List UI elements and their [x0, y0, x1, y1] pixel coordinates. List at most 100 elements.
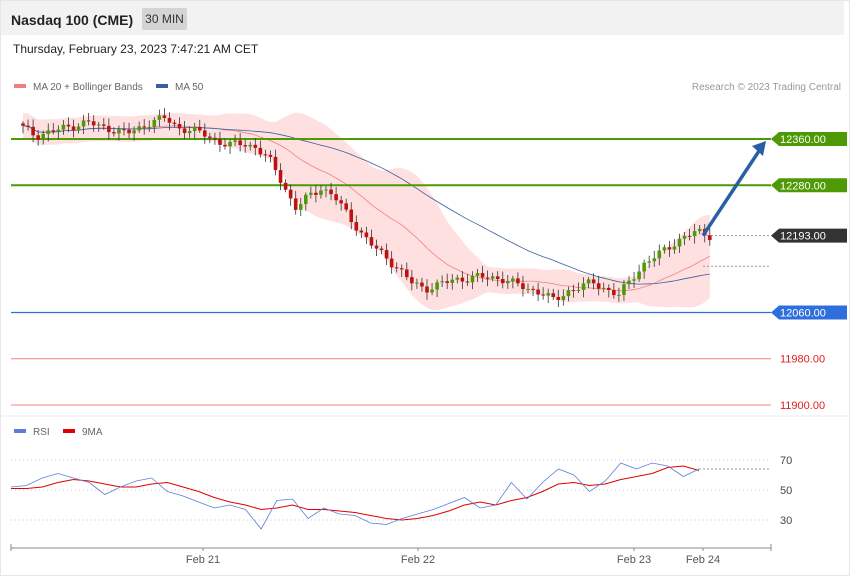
candle-body	[607, 287, 611, 290]
candle-body	[233, 140, 237, 142]
candle-body	[662, 247, 667, 251]
candle-body	[132, 130, 136, 134]
candle-body	[511, 278, 515, 282]
candle-body	[627, 280, 631, 285]
legend-ma50-swatch	[156, 84, 168, 88]
candle-body	[445, 281, 449, 283]
candle-body	[490, 276, 495, 279]
candle-body	[561, 296, 566, 300]
candle-body	[91, 121, 96, 126]
candle-body	[364, 232, 369, 238]
candle-body	[556, 296, 561, 300]
candle-body	[617, 294, 621, 296]
candle-body	[425, 286, 429, 293]
candle-body	[541, 294, 545, 296]
candle-body	[374, 245, 379, 249]
candle-body	[632, 279, 636, 281]
rsi-tick-70: 70	[780, 455, 792, 467]
candle-body	[708, 235, 712, 241]
candle-body	[450, 279, 455, 283]
candle-body	[187, 131, 192, 134]
candle-body	[324, 189, 328, 191]
candle-body	[157, 115, 162, 120]
candle-body	[81, 120, 86, 127]
candle-body	[667, 247, 672, 250]
candle-body	[223, 144, 227, 147]
candle-body	[622, 284, 626, 295]
candle-body	[526, 288, 530, 290]
candle-body	[546, 293, 550, 296]
legend-9ma-label: 9MA	[82, 427, 103, 438]
timeframe-button[interactable]: 30 MIN	[142, 8, 187, 30]
candle-body	[56, 129, 61, 132]
legend-rsi-label: RSI	[33, 427, 50, 438]
candle-body	[687, 235, 692, 237]
bollinger-band	[23, 112, 710, 311]
legend-9ma-swatch	[63, 429, 75, 433]
time-tick-label-3: Feb 24	[686, 554, 720, 566]
candle-body	[71, 126, 76, 131]
candle-body	[263, 154, 268, 156]
last-price-label: 12193.00	[780, 231, 826, 243]
candle-body	[672, 246, 677, 250]
candle-body	[652, 258, 657, 262]
candle-body	[465, 281, 470, 283]
candle-body	[339, 200, 343, 204]
level-label-12360.00: 12360.00	[780, 134, 826, 146]
legend-rsi-swatch	[14, 429, 26, 433]
candle-body	[596, 283, 601, 289]
candle-body	[521, 283, 525, 290]
candle-body	[314, 192, 318, 195]
candle-body	[354, 222, 359, 231]
candle-body	[566, 290, 571, 297]
candle-body	[283, 182, 288, 190]
candle-body	[137, 126, 141, 131]
rsi-tick-50: 50	[780, 485, 792, 497]
candle-body	[243, 145, 247, 147]
level-label-11980.00: 11980.00	[780, 354, 825, 366]
candle-body	[76, 126, 81, 131]
candle-body	[213, 137, 217, 140]
candle-body	[389, 258, 394, 268]
candle-body	[591, 279, 596, 284]
candle-body	[359, 230, 364, 233]
level-label-11900.00: 11900.00	[780, 400, 825, 412]
candle-body	[273, 156, 278, 171]
candle-body	[61, 124, 66, 130]
level-tag-12360.00	[771, 132, 847, 146]
candle-body	[586, 279, 591, 284]
candle-body	[677, 238, 682, 247]
candle-body	[31, 126, 35, 136]
candle-body	[379, 248, 384, 251]
instrument-title: Nasdaq 100 (CME)	[11, 12, 134, 28]
legend-ma50-label: MA 50	[175, 82, 204, 93]
candle-body	[657, 250, 662, 259]
candle-body	[394, 267, 399, 269]
rsi-9ma-line	[11, 465, 700, 521]
candle-body	[430, 289, 434, 293]
candle-body	[475, 273, 480, 276]
candle-body	[576, 289, 581, 291]
time-tick-label-0: Feb 21	[186, 554, 220, 566]
candle-body	[26, 125, 30, 127]
candle-body	[298, 204, 303, 210]
forecast-arrow-line	[701, 147, 763, 237]
candle-body	[495, 276, 500, 280]
candle-body	[96, 124, 101, 126]
level-tag-12280.00	[771, 178, 847, 193]
candle-body	[536, 289, 540, 295]
candle-body	[147, 126, 152, 128]
candle-body	[581, 283, 586, 290]
candle-body	[344, 203, 348, 210]
candle-body	[41, 133, 45, 140]
candle-body	[410, 277, 414, 284]
candle-body	[117, 129, 121, 134]
candle-body	[647, 261, 651, 263]
candle-body	[86, 120, 91, 122]
copyright-text: Research © 2023 Trading Central	[692, 82, 841, 93]
candle-body	[612, 289, 616, 296]
candle-body	[192, 126, 197, 132]
candle-body	[167, 117, 172, 123]
candle-body	[455, 277, 460, 280]
candle-body	[697, 228, 702, 232]
